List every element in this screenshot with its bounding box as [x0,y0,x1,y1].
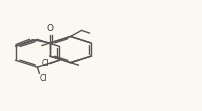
Text: Cl: Cl [42,59,49,68]
Text: O: O [46,24,53,33]
Text: Cl: Cl [40,74,47,83]
